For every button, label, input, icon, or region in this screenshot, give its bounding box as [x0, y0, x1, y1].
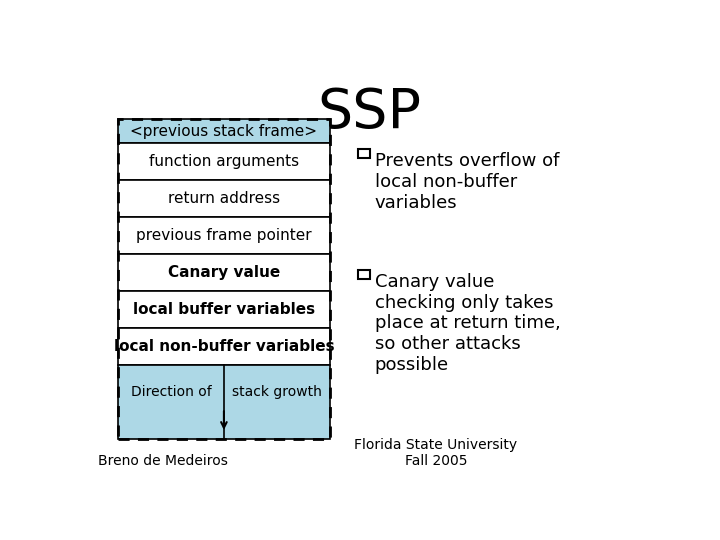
Bar — [358, 149, 370, 158]
Text: function arguments: function arguments — [149, 154, 299, 170]
Bar — [118, 119, 330, 439]
Bar — [118, 144, 330, 180]
Text: Prevents overflow of
local non-buffer
variables: Prevents overflow of local non-buffer va… — [374, 152, 559, 212]
Bar — [118, 291, 330, 328]
Bar — [118, 254, 330, 291]
Text: Canary value
checking only takes
place at return time,
so other attacks
possible: Canary value checking only takes place a… — [374, 273, 560, 374]
Text: Breno de Medeiros: Breno de Medeiros — [98, 454, 228, 468]
Text: Direction of: Direction of — [130, 384, 211, 399]
Text: local non-buffer variables: local non-buffer variables — [114, 339, 334, 354]
Bar — [118, 119, 330, 144]
Bar — [358, 270, 370, 279]
Text: return address: return address — [168, 191, 280, 206]
Text: local buffer variables: local buffer variables — [133, 302, 315, 317]
Bar — [118, 328, 330, 365]
Text: Florida State University
Fall 2005: Florida State University Fall 2005 — [354, 438, 518, 468]
Text: previous frame pointer: previous frame pointer — [136, 228, 312, 244]
Text: Canary value: Canary value — [168, 265, 280, 280]
Bar — [118, 180, 330, 218]
Bar — [118, 218, 330, 254]
Text: stack growth: stack growth — [232, 384, 322, 399]
Text: <previous stack frame>: <previous stack frame> — [130, 124, 318, 139]
Text: SSP: SSP — [317, 85, 421, 140]
Bar — [118, 365, 330, 439]
